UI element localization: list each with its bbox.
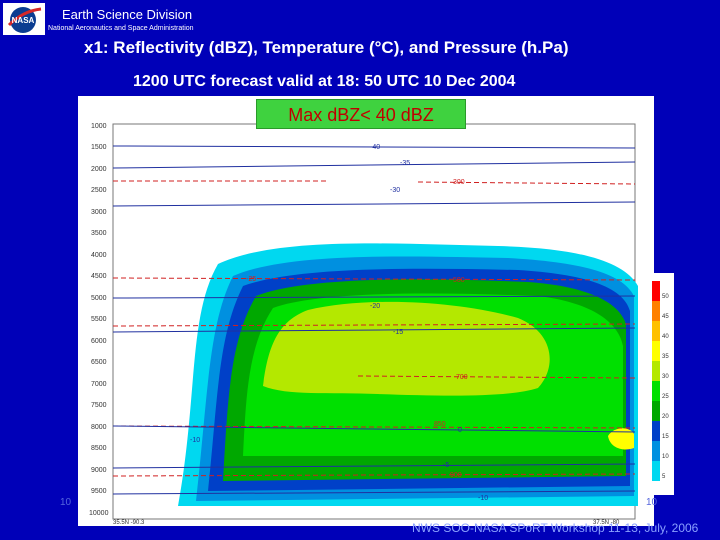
colorbar-label: 15 (662, 434, 669, 440)
colorbar-swatch (652, 361, 660, 381)
colorbar-label: 5 (662, 474, 666, 480)
header-org-sub: National Aeronautics and Space Administr… (48, 25, 194, 32)
colorbar-label: 20 (662, 414, 669, 420)
y-axis-ticks: 1000 1500 2000 2500 3000 3500 4000 4500 … (89, 123, 109, 517)
max-dbz-badge: Max dBZ< 40 dBZ (256, 99, 466, 129)
contour-label: -25 (246, 276, 256, 283)
header-org: Earth Science Division (62, 7, 193, 22)
colorbar-swatch (652, 461, 660, 481)
colorbar-swatch (652, 441, 660, 461)
colorbar-swatch (652, 281, 660, 301)
colorbar-label: 10 (662, 454, 669, 460)
y-tick-label: 4000 (91, 252, 107, 259)
colorbar-swatch (652, 301, 660, 321)
y-tick-label: 2500 (91, 187, 107, 194)
colorbar-label: 30 (662, 374, 669, 380)
contour-label: 900 (450, 472, 462, 479)
nasa-logo: NASA (3, 3, 45, 35)
colorbar-swatch (652, 381, 660, 401)
pressure-lines (112, 180, 636, 477)
reflectivity-field (178, 243, 638, 506)
y-tick-label: 4500 (91, 273, 107, 280)
colorbar-swatch (652, 321, 660, 341)
contour-label: -15 (393, 329, 403, 336)
y-tick-label: 6000 (91, 338, 107, 345)
y-tick-label: 3500 (91, 230, 107, 237)
x-tick-right: 37.5N -80 (593, 520, 620, 526)
contour-labels: -40 -35 -30 300 -25 -20 500 -15 700 -10 … (190, 144, 488, 502)
y-tick-label: 1000 (91, 123, 107, 130)
colorbar-swatch (652, 401, 660, 421)
contour-label: -5 (443, 462, 449, 469)
y-tick-label: 8500 (91, 445, 107, 452)
x-tick-left: 35.5N -90.3 (113, 520, 145, 526)
footer-workshop: NWS SOO-NASA SPoRT Workshop 11-13, July,… (412, 521, 699, 535)
contour-label: 0 (458, 427, 462, 434)
left-page-number: 10 (60, 497, 72, 508)
contour-label: -30 (390, 187, 400, 194)
y-tick-label: 5000 (91, 295, 107, 302)
y-tick-label: 10000 (89, 510, 109, 517)
colorbar-label: 25 (662, 394, 669, 400)
dbz-color-bar: 50 45 40 35 30 25 20 15 10 5 (650, 273, 674, 495)
temperature-lines (112, 145, 636, 495)
y-tick-label: 9500 (91, 488, 107, 495)
contour-label: -40 (370, 144, 380, 151)
colorbar-swatch (652, 421, 660, 441)
y-tick-label: 9000 (91, 467, 107, 474)
y-tick-label: 7500 (91, 402, 107, 409)
y-tick-label: 2000 (91, 166, 107, 173)
y-tick-label: 8000 (91, 424, 107, 431)
colorbar-label: 40 (662, 334, 669, 340)
reflectivity-cross-section: 1000 1500 2000 2500 3000 3500 4000 4500 … (78, 96, 654, 526)
slide-subtitle: 1200 UTC forecast valid at 18: 50 UTC 10… (133, 73, 516, 90)
contour-label: 700 (456, 374, 468, 381)
right-page-number: 10 (646, 497, 658, 508)
contour-label: 850 (434, 421, 446, 428)
y-tick-label: 1500 (91, 144, 107, 151)
y-tick-label: 3000 (91, 209, 107, 216)
contour-label: -20 (370, 303, 380, 310)
colorbar-label: 45 (662, 314, 669, 320)
slide-title: x1: Reflectivity (dBZ), Temperature (°C)… (84, 38, 569, 57)
contour-label: 500 (453, 277, 465, 284)
y-tick-label: 7000 (91, 381, 107, 388)
dbz-30-region (263, 301, 550, 396)
contour-label: -10 (478, 495, 488, 502)
colorbar-swatch (652, 341, 660, 361)
contour-label: -35 (400, 160, 410, 167)
dbz-35-region (608, 428, 634, 450)
contour-label: 300 (453, 179, 465, 186)
contour-label: -10 (190, 437, 200, 444)
logo-text: NASA (12, 16, 35, 25)
colorbar-label: 35 (662, 354, 669, 360)
y-tick-label: 5500 (91, 316, 107, 323)
colorbar-label: 50 (662, 294, 669, 300)
y-tick-label: 6500 (91, 359, 107, 366)
